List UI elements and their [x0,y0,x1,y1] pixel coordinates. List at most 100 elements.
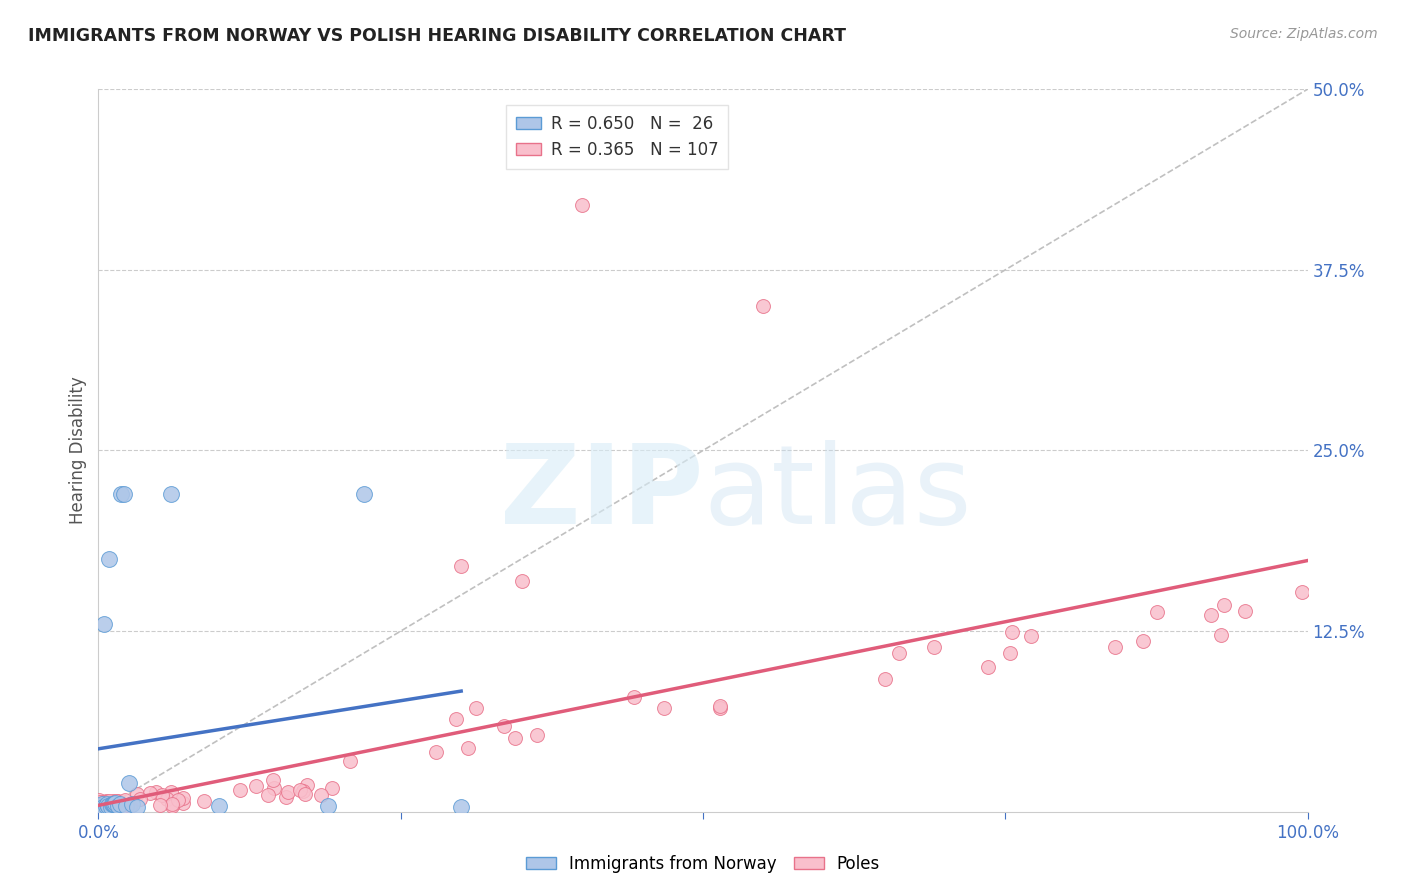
Point [976,660,998,674]
Point [87,799,110,814]
Point [889,647,911,661]
Point [97,804,120,818]
Point [118,776,141,790]
Point [245,780,267,794]
Point [1104,640,1126,654]
Point [121,797,143,812]
Point [1146,605,1168,619]
Point [93,804,115,818]
Point [309,788,332,802]
Point [89,795,111,809]
Y-axis label: Hearing Disability: Hearing Disability [69,376,87,524]
Point [100,800,122,814]
Point [89,798,111,813]
Point [89,798,111,813]
Point [162,797,184,812]
Point [89,795,111,809]
Point [321,780,343,795]
Point [709,699,731,714]
Point [100,797,122,812]
Point [91,800,114,814]
Point [110,804,132,818]
Point [257,788,280,802]
Point [101,797,124,812]
Point [104,796,127,810]
Point [1132,634,1154,648]
Point [93,798,115,813]
Point [96,803,118,817]
Point [160,785,183,799]
Point [208,799,231,814]
Point [294,787,316,801]
Point [444,712,467,726]
Point [353,487,375,501]
Point [110,800,132,814]
Point [156,792,179,806]
Point [107,803,129,817]
Point [457,741,479,756]
Point [1001,625,1024,640]
Point [262,772,284,787]
Point [87,797,110,812]
Point [149,797,172,812]
Point [96,795,118,809]
Point [110,799,132,814]
Point [108,800,131,814]
Point [101,802,124,816]
Point [450,800,472,814]
Text: ZIP: ZIP [499,441,703,548]
Text: Source: ZipAtlas.com: Source: ZipAtlas.com [1230,27,1378,41]
Point [103,802,125,816]
Point [107,794,129,808]
Legend: Immigrants from Norway, Poles: Immigrants from Norway, Poles [519,848,887,880]
Point [295,779,318,793]
Point [339,754,361,768]
Point [89,799,111,814]
Point [167,793,190,807]
Point [450,559,472,574]
Point [145,785,167,799]
Point [93,804,115,818]
Point [129,791,152,805]
Point [96,797,118,812]
Point [103,803,125,817]
Point [160,797,183,811]
Point [1291,585,1313,599]
Point [105,797,128,811]
Point [316,799,339,814]
Point [104,793,127,807]
Point [104,797,127,811]
Point [274,789,297,804]
Point [105,798,128,813]
Text: atlas: atlas [703,441,972,548]
Point [107,799,129,814]
Point [98,793,121,807]
Point [94,794,117,808]
Point [93,801,115,815]
Point [97,799,120,814]
Point [752,299,775,313]
Point [494,719,516,733]
Point [100,796,122,810]
Point [1000,646,1022,660]
Point [138,787,160,801]
Point [114,792,136,806]
Point [98,802,121,816]
Point [1234,604,1257,618]
Point [110,803,132,817]
Point [127,800,149,814]
Point [571,198,593,212]
Legend: R = 0.650   N =  26, R = 0.365   N = 107: R = 0.650 N = 26, R = 0.365 N = 107 [506,104,728,169]
Point [160,798,183,813]
Point [709,701,731,715]
Point [277,785,299,799]
Point [98,551,121,566]
Point [110,487,132,501]
Point [93,799,115,814]
Point [94,804,117,818]
Point [91,797,114,812]
Point [526,728,548,742]
Point [193,793,215,807]
Point [172,796,194,810]
Point [104,803,127,817]
